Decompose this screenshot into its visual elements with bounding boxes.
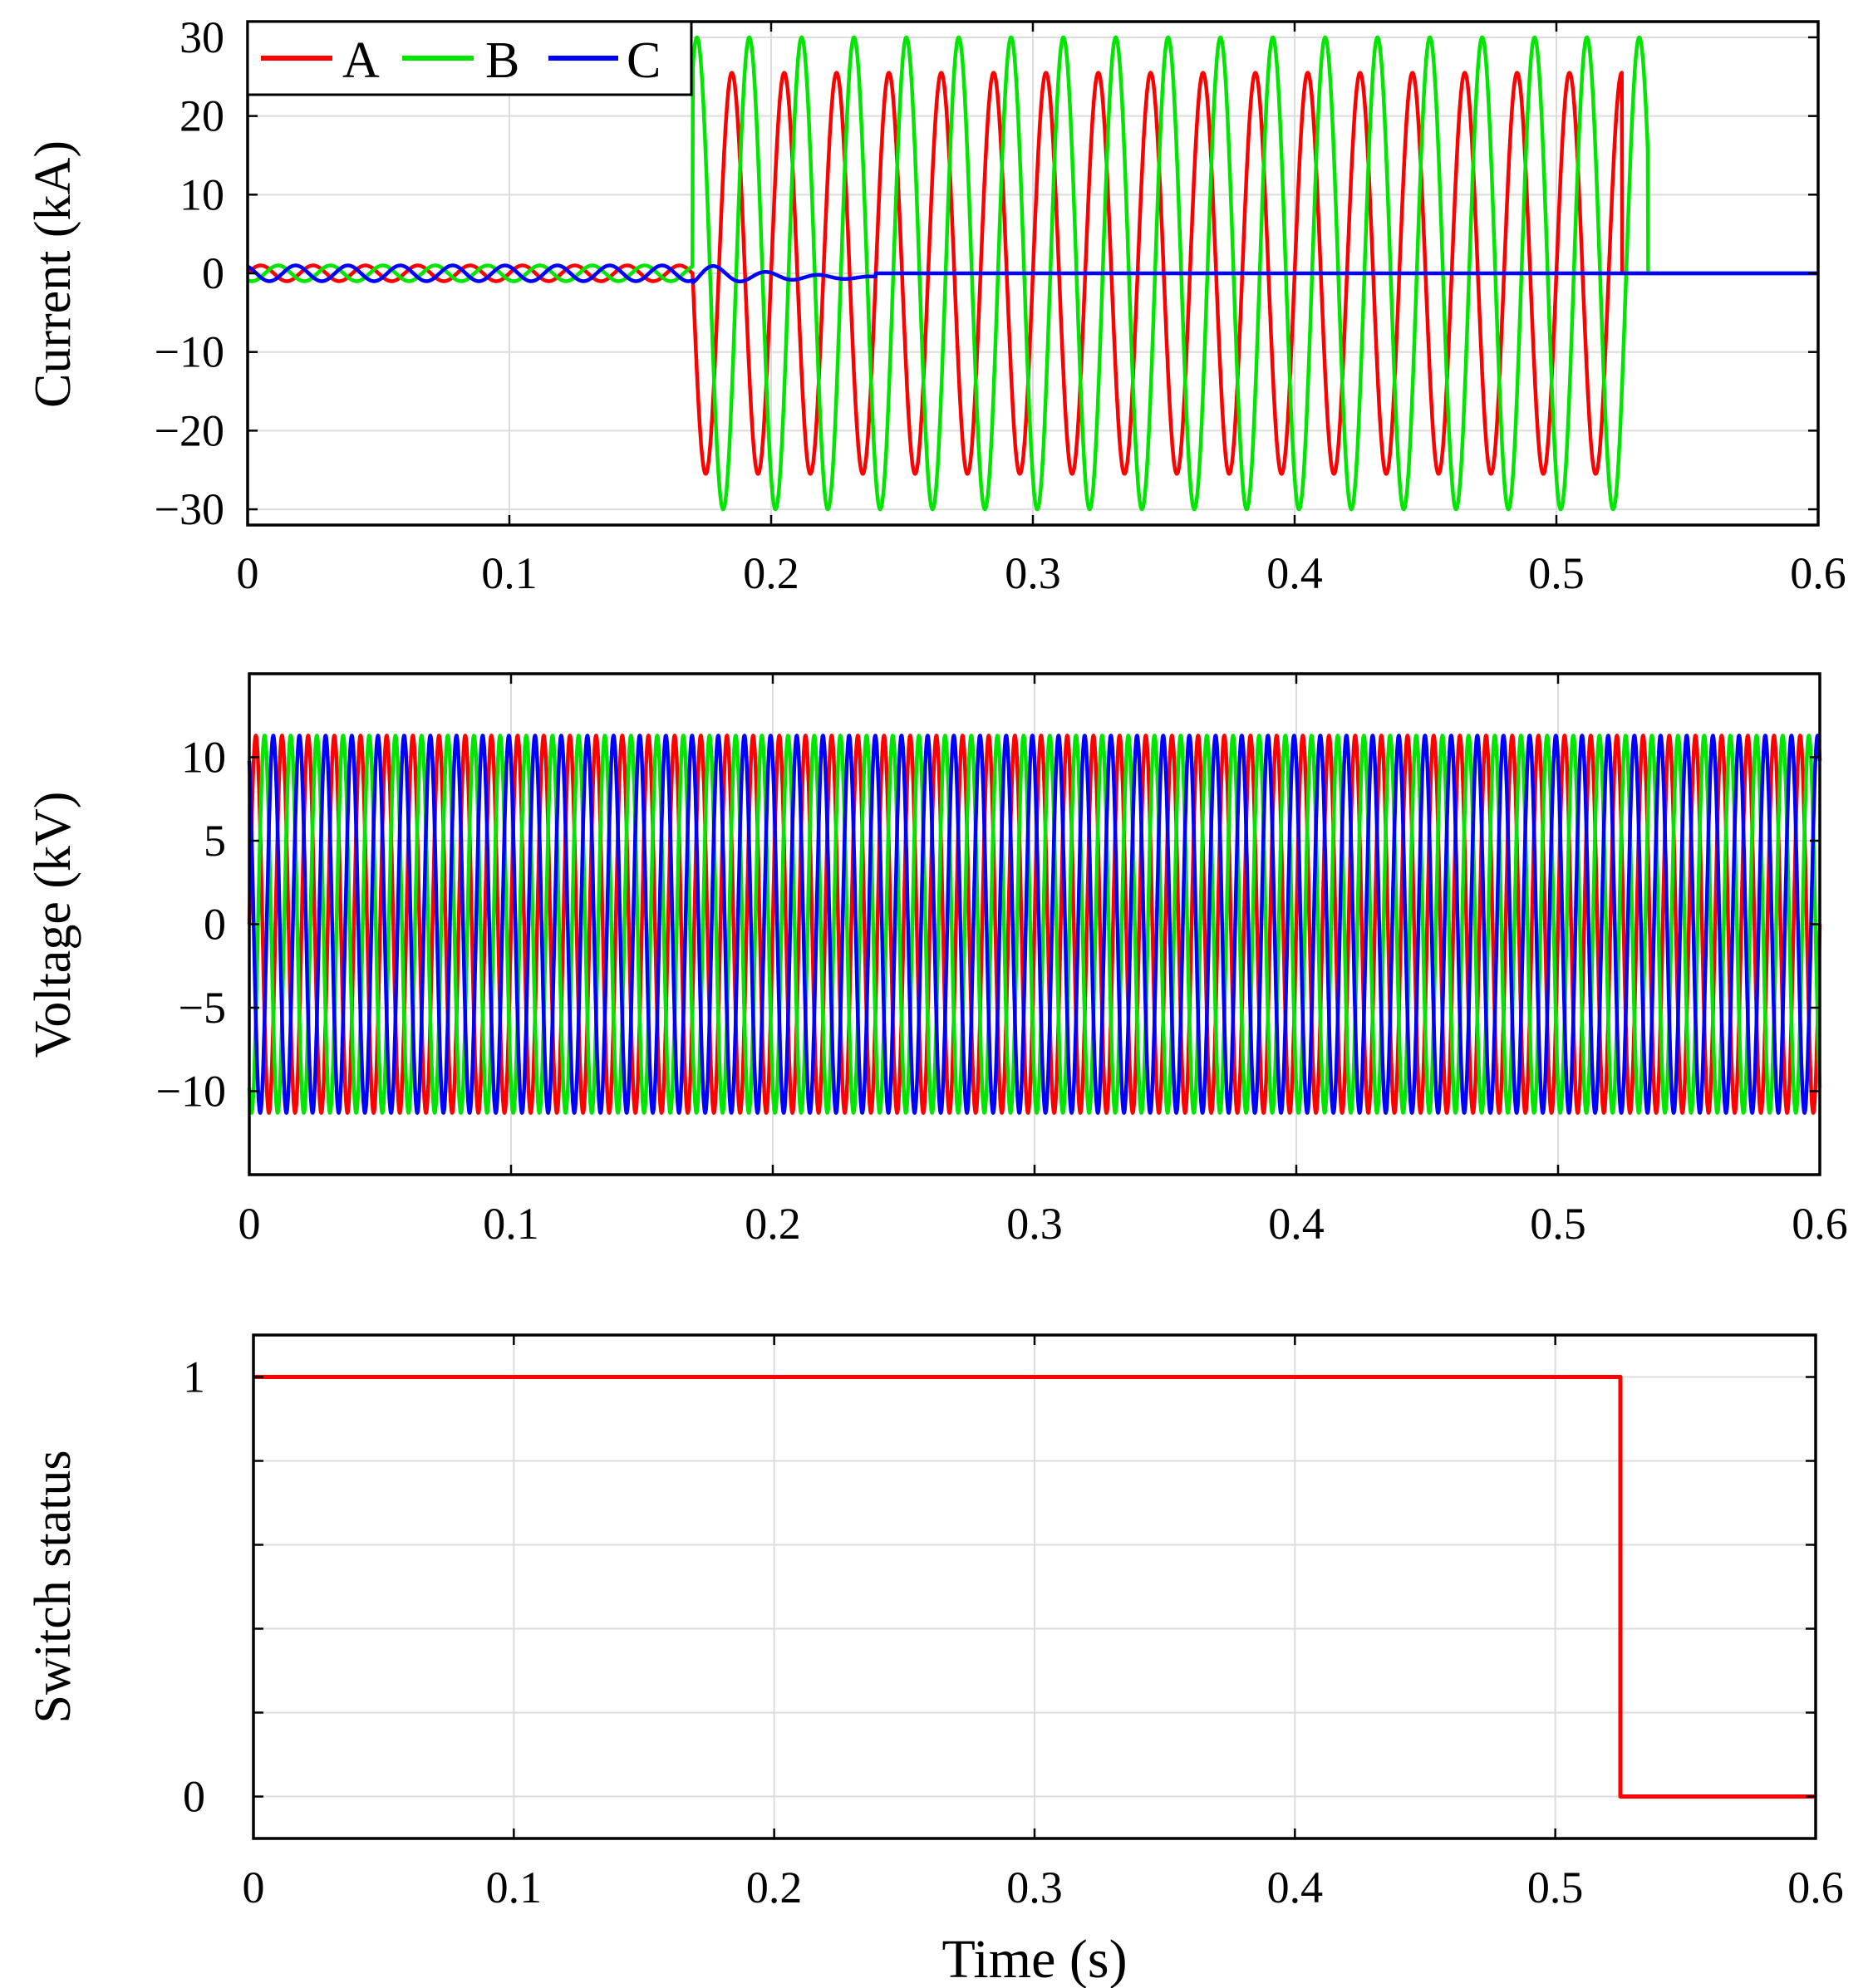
current-series <box>246 35 1820 512</box>
current-panel: 0 0.1 0.2 0.3 0.4 0.5 0.6 30 20 10 0 −10 −20 −30 Curr… <box>25 12 1846 598</box>
voltage-series-a-line <box>247 734 1822 1115</box>
switch-x-tick-label: 0 <box>243 1863 265 1912</box>
time-x-axis-label: Time (s) <box>941 1929 1127 1988</box>
current-series-b-line <box>246 35 1820 512</box>
voltage-series <box>247 734 1822 1115</box>
voltage-y-tick-label: 10 <box>181 733 226 783</box>
voltage-y-tick-label: 0 <box>204 900 226 950</box>
switch-ticks: 0 0.1 0.2 0.3 0.4 0.5 0.6 1 0 <box>183 1335 1844 1912</box>
voltage-series-b-line <box>247 734 1822 1115</box>
switch-x-tick-label: 0.3 <box>1006 1863 1063 1912</box>
current-y-tick-label: −20 <box>155 405 224 455</box>
current-x-tick-label: 0.2 <box>743 548 799 598</box>
switch-x-tick-label: 0.6 <box>1787 1863 1844 1912</box>
switch-x-tick-label: 0.4 <box>1267 1863 1324 1912</box>
current-x-tick-label: 0.6 <box>1790 548 1846 598</box>
switch-x-tick-label: 0.1 <box>486 1863 543 1912</box>
current-y-tick-label: −10 <box>155 327 224 377</box>
current-x-tick-label: 0.1 <box>481 548 538 598</box>
current-y-tick-label: 0 <box>202 248 224 298</box>
voltage-x-tick-label: 0.6 <box>1792 1199 1848 1249</box>
switch-y-tick-label: 1 <box>183 1352 205 1402</box>
current-y-tick-label: 30 <box>179 12 224 62</box>
switch-y-axis-label: Switch status <box>25 1451 81 1724</box>
voltage-y-tick-label: −5 <box>179 983 226 1033</box>
switch-series <box>253 1375 1816 1799</box>
voltage-y-axis-label: Voltage (kV) <box>25 792 81 1058</box>
switch-grid <box>253 1335 1816 1838</box>
voltage-x-tick-label: 0.4 <box>1268 1199 1325 1249</box>
voltage-series-c-line <box>247 734 1822 1115</box>
current-y-axis-label: Current (kA) <box>25 140 81 408</box>
voltage-x-tick-label: 0.1 <box>483 1199 539 1249</box>
switch-y-tick-label: 0 <box>183 1772 205 1822</box>
legend-label-c: C <box>627 32 661 89</box>
voltage-y-tick-label: −10 <box>156 1067 226 1117</box>
current-x-tick-label: 0 <box>237 548 259 598</box>
voltage-x-tick-label: 0.3 <box>1006 1199 1063 1249</box>
switch-x-tick-label: 0.5 <box>1527 1863 1584 1912</box>
legend: A B C <box>246 20 693 96</box>
voltage-y-tick-label: 5 <box>204 816 226 866</box>
voltage-x-tick-label: 0.5 <box>1530 1199 1586 1249</box>
switch-x-tick-label: 0.2 <box>746 1863 803 1912</box>
current-y-tick-label: 20 <box>179 91 224 141</box>
current-ticks: 0 0.1 0.2 0.3 0.4 0.5 0.6 30 20 10 0 −10 −20 −30 <box>155 12 1846 598</box>
current-x-tick-label: 0.4 <box>1266 548 1323 598</box>
voltage-x-tick-label: 0 <box>238 1199 261 1249</box>
current-x-tick-label: 0.5 <box>1528 548 1585 598</box>
legend-label-b: B <box>485 32 519 89</box>
current-x-tick-label: 0.3 <box>1005 548 1061 598</box>
voltage-ticks: 0 0.1 0.2 0.3 0.4 0.5 0.6 10 5 0 −5 −10 <box>156 674 1848 1249</box>
legend-label-a: A <box>342 32 380 89</box>
voltage-x-tick-label: 0.2 <box>745 1199 801 1249</box>
switch-status-line <box>253 1375 1816 1799</box>
voltage-panel: 0 0.1 0.2 0.3 0.4 0.5 0.6 10 5 0 −5 −10 Voltage (kV… <box>25 672 1848 1249</box>
current-y-tick-label: 10 <box>179 169 224 219</box>
current-series-c-line <box>246 263 1820 285</box>
switch-panel: 0 0.1 0.2 0.3 0.4 0.5 0.6 1 0 Switch status Time… <box>25 1333 1844 1988</box>
current-y-tick-label: −30 <box>155 484 224 534</box>
